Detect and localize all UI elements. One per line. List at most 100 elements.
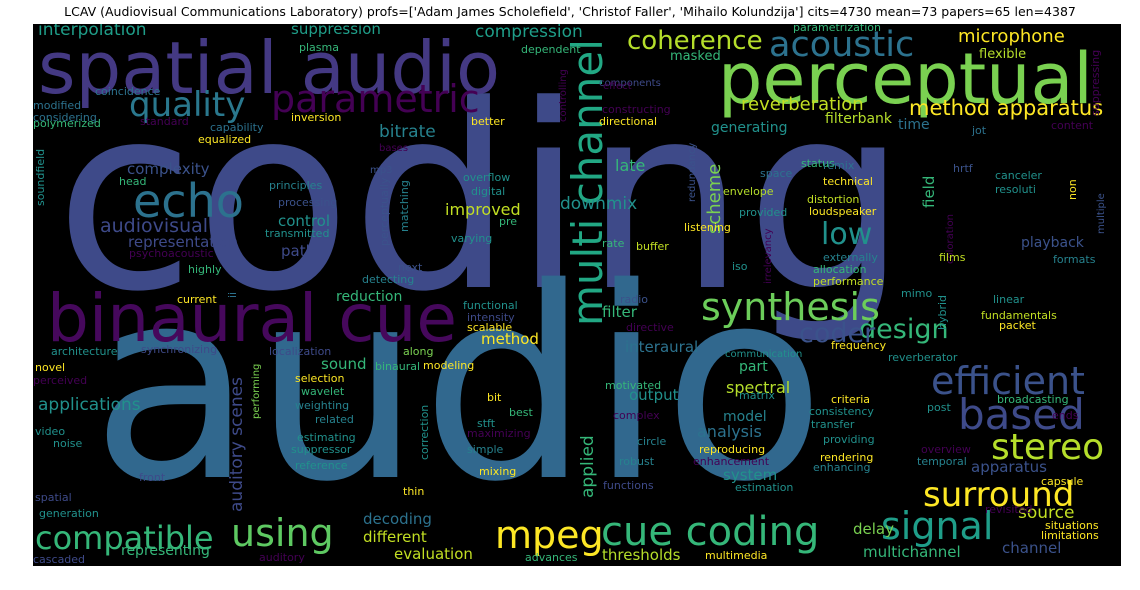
word-bases: bases — [379, 143, 409, 154]
word-generating: generating — [711, 120, 788, 136]
word-mimo: mimo — [901, 287, 933, 300]
word-weighting: weighting — [295, 399, 350, 412]
word-directional: directional — [599, 115, 658, 128]
word-stereo: stereo — [991, 427, 1105, 468]
word-analysis: analysis — [697, 422, 762, 441]
word-design: design — [859, 314, 949, 345]
word-limitations: limitations — [1041, 529, 1099, 542]
word-criteria: criteria — [831, 393, 871, 406]
word-allocation: allocation — [813, 263, 867, 276]
word-video: video — [35, 425, 66, 438]
word-circle: circle — [637, 435, 667, 448]
word-complex: complex — [613, 409, 660, 422]
word-audio: audio — [91, 232, 826, 540]
word-thin: thin — [403, 485, 425, 498]
word-coherence: coherence — [627, 26, 763, 56]
word-advances: advances — [525, 551, 578, 564]
word-plasma: plasma — [299, 41, 339, 54]
word-post: post — [927, 401, 951, 414]
word-frequency: frequency — [831, 339, 887, 352]
word-envelope: envelope — [723, 185, 774, 198]
word-formats: formats — [1053, 253, 1096, 266]
word-transmitted: transmitted — [265, 227, 330, 240]
word-digital: digital — [471, 185, 506, 198]
word-output: output — [629, 386, 679, 404]
word-consistency: consistency — [809, 405, 874, 418]
word-externally: externally — [823, 251, 878, 264]
word-signal: signal — [881, 504, 994, 548]
word-status: status — [801, 157, 835, 170]
word-space: space — [760, 167, 793, 180]
word-mpeg: mpeg — [495, 513, 604, 557]
word-maximizing: maximizing — [467, 427, 531, 440]
word-front: front — [139, 471, 166, 484]
word-based: based — [958, 390, 1085, 439]
word-efficient: efficient — [931, 359, 1085, 403]
word-spatial-audio: spatial audio — [38, 26, 501, 110]
word-part: part — [739, 359, 768, 375]
word-non: non — [1066, 179, 1079, 200]
word-enhancement: enhancement — [693, 455, 770, 468]
word-hybrid: hybrid — [936, 294, 949, 330]
word-parametric: parametric — [271, 77, 480, 121]
figure-title: LCAV (Audiovisual Communications Laborat… — [64, 4, 1076, 19]
word-suppressing: suppressing — [1089, 49, 1102, 116]
word-coincidence: coincidence — [95, 85, 161, 98]
word-compression: compression — [475, 24, 583, 42]
word-better: better — [471, 115, 505, 128]
word-representation: representation — [128, 233, 239, 251]
word-pre: pre — [499, 215, 518, 228]
word-varying: varying — [451, 232, 493, 245]
word-representing: representing — [121, 543, 210, 559]
word-rendering: rendering — [820, 451, 874, 464]
word-considering: considering — [33, 111, 97, 124]
word-performance: performance — [813, 275, 884, 288]
word-late: late — [615, 156, 646, 175]
word-temporal: temporal — [917, 455, 967, 468]
word-highly: highly — [188, 263, 222, 276]
word-hrtf: hrtf — [953, 162, 973, 175]
word-motivated: motivated — [605, 379, 662, 392]
word-using: using — [231, 511, 334, 555]
word-soundfield: soundfield — [34, 148, 47, 206]
word-parametrization: parametrization — [793, 24, 881, 34]
word-synchronizing: synchronizing — [141, 343, 218, 356]
word-spatial: spatial — [35, 491, 72, 504]
word-content: content — [1051, 119, 1094, 132]
word-next: next — [398, 261, 423, 274]
word-bit: bit — [487, 391, 502, 404]
word-echo: echo — [133, 174, 244, 228]
word-loudspeaker: loudspeaker — [809, 205, 877, 218]
word-acoustic: acoustic — [769, 25, 915, 65]
word-auditory: auditory — [259, 551, 305, 564]
word-detecting: detecting — [362, 273, 415, 286]
word-coder: coder — [799, 318, 876, 349]
word-current: current — [177, 293, 217, 306]
word-psychoacoustic: psychoacoustic — [129, 247, 214, 260]
word-providing: providing — [823, 433, 875, 446]
word-multiple: multiple — [1096, 193, 1107, 234]
word-modeling: modeling — [423, 359, 475, 372]
word-decoding: decoding — [363, 510, 432, 528]
word-model: model — [723, 409, 767, 425]
word-irrelevancy: irrelevancy — [763, 228, 774, 285]
word-filterbank: filterbank — [825, 111, 893, 127]
word-perceived: perceived — [33, 374, 88, 387]
word-matrix: matrix — [739, 389, 775, 402]
word-principles: principles — [269, 179, 323, 192]
word-source: source — [1018, 503, 1075, 523]
word-packet: packet — [999, 319, 1036, 332]
word-broadcasting: broadcasting — [997, 393, 1069, 406]
word-bitrate: bitrate — [379, 122, 436, 142]
word-cue-coding: cue coding — [601, 509, 820, 555]
word-robust: robust — [619, 455, 655, 468]
word-estimating: estimating — [297, 431, 356, 444]
word-dependent: dependent — [521, 43, 581, 56]
word-equalized: equalized — [198, 133, 252, 146]
word-cascaded: cascaded — [33, 553, 86, 566]
word-intensity: intensity — [467, 311, 515, 324]
word-coding: coding — [55, 51, 908, 348]
word-method-apparatus: method apparatus — [909, 96, 1104, 120]
word-communication: communication — [725, 349, 803, 360]
word-estimation: estimation — [735, 481, 794, 494]
